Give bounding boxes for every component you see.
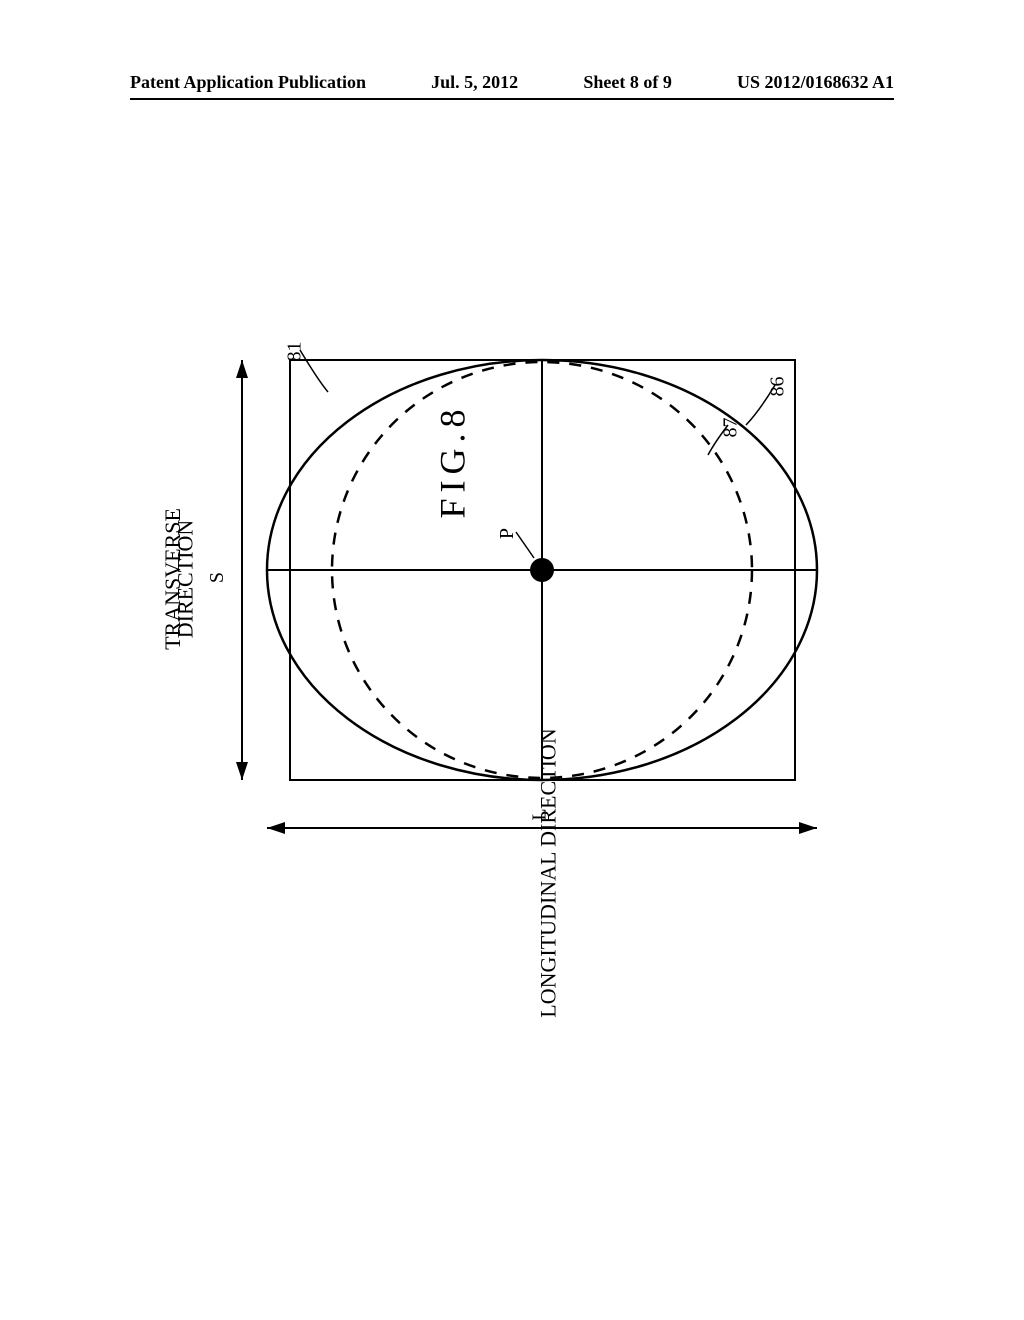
header-left: Patent Application Publication — [130, 72, 366, 93]
label-transverse-2: DIRECTION — [172, 520, 198, 639]
center-point — [530, 558, 554, 582]
diagram-container: 81 86 87 P L LONGITUDINAL DIRECTION S TR… — [200, 280, 850, 1030]
page-header: Patent Application Publication Jul. 5, 2… — [0, 72, 1024, 93]
label-p: P — [496, 528, 519, 539]
diagram-svg — [200, 280, 850, 1030]
dim-l-arrow-left — [267, 822, 285, 834]
label-87: 87 — [720, 418, 743, 438]
header-sheet: Sheet 8 of 9 — [583, 72, 672, 93]
label-s: S — [206, 572, 229, 583]
header-rule — [130, 98, 894, 100]
header-right: US 2012/0168632 A1 — [737, 72, 894, 93]
dim-s-arrow-top — [236, 360, 248, 378]
dim-l-arrow-right — [799, 822, 817, 834]
dim-s-arrow-bot — [236, 762, 248, 780]
header-center: Jul. 5, 2012 — [431, 72, 518, 93]
label-81: 81 — [284, 342, 307, 362]
label-longitudinal: LONGITUDINAL DIRECTION — [536, 728, 562, 1017]
label-86: 86 — [767, 377, 790, 397]
